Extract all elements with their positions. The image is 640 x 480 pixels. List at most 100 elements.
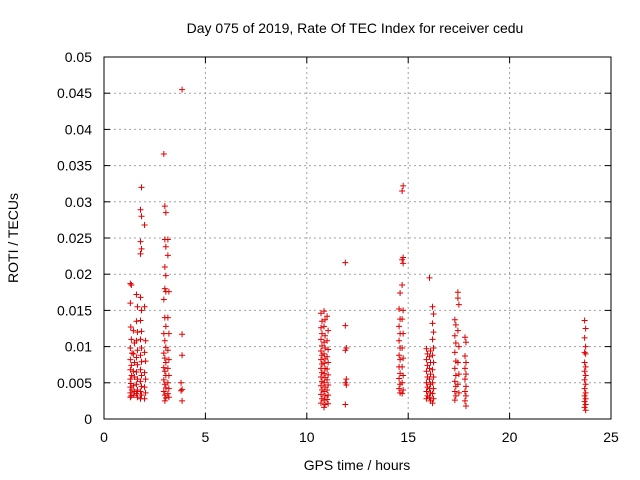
data-point-marker bbox=[165, 394, 172, 401]
data-point-marker bbox=[322, 316, 329, 323]
data-point-marker bbox=[324, 353, 331, 360]
data-point-marker bbox=[429, 390, 436, 397]
data-point-marker bbox=[164, 347, 171, 354]
data-point-marker bbox=[430, 345, 437, 352]
data-point-marker bbox=[426, 353, 433, 360]
data-point-marker bbox=[461, 334, 468, 341]
data-point-marker bbox=[325, 359, 332, 366]
data-point-marker bbox=[324, 396, 331, 403]
data-point-marker bbox=[427, 347, 434, 354]
data-point-marker bbox=[400, 372, 407, 379]
data-point-marker bbox=[321, 404, 328, 411]
data-point-marker bbox=[581, 376, 588, 383]
data-point-marker bbox=[165, 385, 172, 392]
data-point-marker bbox=[430, 385, 437, 392]
data-point-marker bbox=[137, 294, 144, 301]
data-point-marker bbox=[165, 330, 172, 337]
data-point-marker bbox=[462, 371, 469, 378]
data-point-marker bbox=[179, 331, 186, 338]
data-point-marker bbox=[582, 372, 589, 379]
data-point-marker bbox=[161, 263, 168, 270]
data-point-marker bbox=[317, 382, 324, 389]
data-point-marker bbox=[325, 400, 332, 407]
data-point-marker bbox=[423, 379, 430, 386]
data-point-marker bbox=[128, 372, 135, 379]
data-point-marker bbox=[317, 374, 324, 381]
data-point-marker bbox=[455, 301, 462, 308]
data-point-marker bbox=[399, 345, 406, 352]
data-point-marker bbox=[160, 364, 167, 371]
data-point-marker bbox=[399, 379, 406, 386]
data-point-marker bbox=[423, 395, 430, 402]
data-point-marker bbox=[134, 347, 141, 354]
data-point-marker bbox=[324, 387, 331, 394]
data-point-marker bbox=[138, 392, 145, 399]
data-point-marker bbox=[429, 303, 436, 310]
data-point-marker bbox=[160, 388, 167, 395]
data-point-marker bbox=[134, 303, 141, 310]
data-point-marker bbox=[319, 318, 326, 325]
data-point-marker bbox=[451, 316, 458, 323]
data-point-marker bbox=[128, 350, 135, 357]
data-points bbox=[127, 86, 589, 414]
data-point-marker bbox=[130, 350, 137, 357]
data-point-marker bbox=[582, 381, 589, 388]
data-point-marker bbox=[321, 388, 328, 395]
data-point-marker bbox=[426, 274, 433, 281]
data-point-marker bbox=[322, 392, 329, 399]
data-point-marker bbox=[399, 390, 406, 397]
data-point-marker bbox=[160, 376, 167, 383]
x-tick-label: 15 bbox=[400, 429, 416, 445]
data-point-marker bbox=[128, 392, 135, 399]
data-point-marker bbox=[582, 401, 589, 408]
data-point-marker bbox=[455, 343, 462, 350]
data-point-marker bbox=[462, 402, 469, 409]
data-point-marker bbox=[396, 305, 403, 312]
data-point-marker bbox=[400, 182, 407, 189]
data-point-marker bbox=[455, 389, 462, 396]
data-point-marker bbox=[160, 296, 167, 303]
data-point-marker bbox=[430, 359, 437, 366]
data-point-marker bbox=[141, 384, 148, 391]
data-point-marker bbox=[162, 209, 169, 216]
data-point-marker bbox=[461, 353, 468, 360]
data-point-marker bbox=[400, 387, 407, 394]
data-point-marker bbox=[451, 388, 458, 395]
data-point-marker bbox=[138, 328, 145, 335]
data-point-marker bbox=[179, 397, 186, 404]
chart-title: Day 075 of 2019, Rate Of TEC Index for r… bbox=[187, 20, 524, 36]
data-point-marker bbox=[134, 361, 141, 368]
data-point-marker bbox=[161, 355, 168, 362]
data-point-marker bbox=[141, 369, 148, 376]
data-point-marker bbox=[322, 345, 329, 352]
y-tick-label: 0.025 bbox=[57, 230, 92, 246]
data-point-marker bbox=[454, 289, 461, 296]
data-point-marker bbox=[322, 401, 329, 408]
data-point-marker bbox=[423, 368, 430, 375]
data-point-marker bbox=[141, 349, 148, 356]
data-point-marker bbox=[430, 311, 437, 318]
data-point-marker bbox=[324, 337, 331, 344]
data-point-marker bbox=[138, 383, 145, 390]
data-point-marker bbox=[452, 339, 459, 346]
data-point-marker bbox=[342, 401, 349, 408]
x-tick-label: 0 bbox=[100, 429, 108, 445]
data-point-marker bbox=[462, 392, 469, 399]
data-point-marker bbox=[127, 300, 134, 307]
data-point-marker bbox=[325, 381, 332, 388]
data-point-marker bbox=[427, 371, 434, 378]
data-point-marker bbox=[178, 387, 185, 394]
data-point-marker bbox=[429, 400, 436, 407]
data-point-marker bbox=[581, 359, 588, 366]
data-point-marker bbox=[399, 187, 406, 194]
data-point-marker bbox=[161, 392, 168, 399]
data-point-marker bbox=[134, 329, 141, 336]
x-tick-label: 5 bbox=[202, 429, 210, 445]
data-point-marker bbox=[423, 356, 430, 363]
x-axis: 0 5 10 15 20 25 bbox=[100, 57, 619, 445]
data-point-marker bbox=[127, 366, 134, 373]
data-point-marker bbox=[138, 358, 145, 365]
data-point-marker bbox=[130, 327, 137, 334]
data-point-marker bbox=[128, 282, 135, 289]
data-point-marker bbox=[581, 392, 588, 399]
